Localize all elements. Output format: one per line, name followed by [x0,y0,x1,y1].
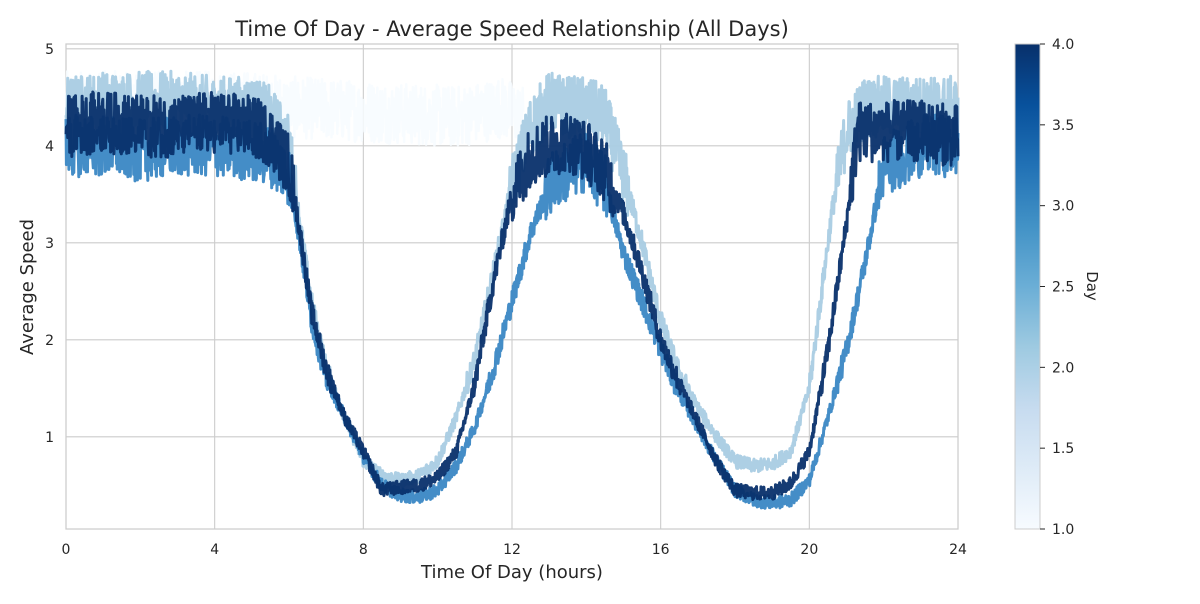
colorbar-tick-label-2: 2.0 [1052,360,1074,376]
colorbar-ticks: 1.0 1.5 2.0 2.5 3.0 3.5 4.0 [1040,37,1074,538]
x-axis-label: Time Of Day (hours) [420,562,603,583]
x-axis-ticks: 0 4 8 12 16 20 24 [62,542,967,558]
x-tick-label-3: 12 [503,542,521,558]
chart-title: Time Of Day - Average Speed Relationship… [234,17,789,41]
x-tick-label-6: 24 [949,542,967,558]
colorbar [1014,43,1041,530]
colorbar-tick-label-0: 1.0 [1052,522,1074,538]
colorbar-tick-label-4: 3.0 [1052,199,1074,215]
y-tick-label-0: 1 [45,430,54,446]
y-tick-label-2: 3 [45,236,54,252]
y-tick-label-4: 5 [45,42,54,58]
x-tick-label-2: 8 [359,542,368,558]
x-tick-label-1: 4 [210,542,219,558]
colorbar-tick-label-6: 4.0 [1052,37,1074,53]
colorbar-tick-label-5: 3.5 [1052,118,1074,134]
y-tick-label-1: 2 [45,333,54,349]
colorbar-tick-label-3: 2.5 [1052,280,1074,296]
series-layer [64,69,960,510]
x-tick-label-4: 16 [652,542,670,558]
colorbar-label: Day [1083,271,1101,301]
series-line-day-4 [64,90,960,501]
x-tick-label-0: 0 [62,542,71,558]
y-axis-label: Average Speed [17,219,38,355]
colorbar-tick-label-1: 1.5 [1052,441,1074,457]
y-axis-ticks: 1 2 3 4 5 [45,42,54,446]
x-tick-label-5: 20 [800,542,818,558]
y-tick-label-3: 4 [45,139,54,155]
